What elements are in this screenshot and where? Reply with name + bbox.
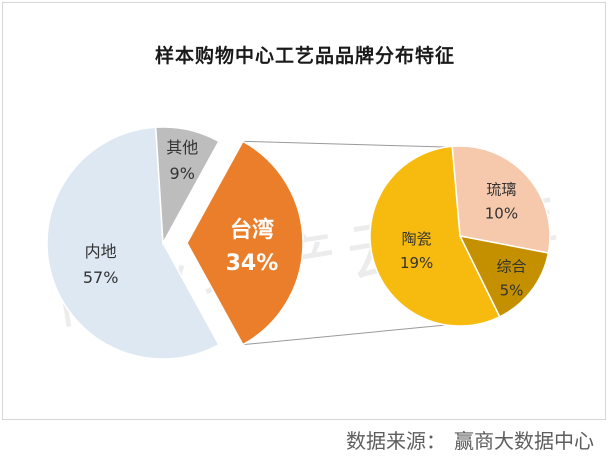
slice-labels: 内地 57% 其他 9% 台湾 34% 琉璃 10% 综合 5% 陶瓷 19%	[83, 138, 527, 299]
connector-lines	[242, 140, 447, 346]
main-slice-0	[46, 126, 220, 360]
main-slice-1	[154, 126, 220, 246]
sub-slice-1	[451, 145, 551, 254]
sub-label-slice-0: 陶瓷	[402, 230, 432, 248]
sub-value-slice-1: 10%	[485, 205, 518, 223]
data-source-name: 赢商大数据中心	[454, 429, 594, 453]
sub-value-slice-0: 19%	[400, 254, 433, 272]
main-value-slice-0: 57%	[83, 268, 119, 287]
main-slice-2	[186, 140, 304, 346]
main-label-slice-0: 内地	[85, 242, 117, 261]
sub-label-slice-1: 琉璃	[486, 181, 516, 199]
data-source: 数据来源： 赢商大数据中心	[346, 425, 594, 454]
sub-slice-0	[369, 145, 501, 327]
sub-label-slice-2: 综合	[497, 257, 527, 275]
main-label-slice-2: 台湾	[230, 217, 274, 243]
secondary-pie	[369, 145, 551, 327]
pie-of-pie-chart: 内地 57% 其他 9% 台湾 34% 琉璃 10% 综合 5% 陶瓷 19%	[46, 126, 551, 360]
sub-slice-2	[458, 234, 550, 318]
connector-top	[242, 140, 447, 148]
connector-bottom	[242, 324, 447, 346]
main-value-slice-2: 34%	[226, 251, 279, 276]
main-pie	[46, 126, 304, 360]
main-value-slice-1: 9%	[170, 164, 195, 183]
chart-title: 样本购物中心工艺品品牌分布特征	[154, 45, 455, 67]
data-source-label: 数据来源：	[346, 429, 446, 453]
main-label-slice-1: 其他	[166, 138, 198, 157]
sub-value-slice-2: 5%	[500, 281, 524, 299]
